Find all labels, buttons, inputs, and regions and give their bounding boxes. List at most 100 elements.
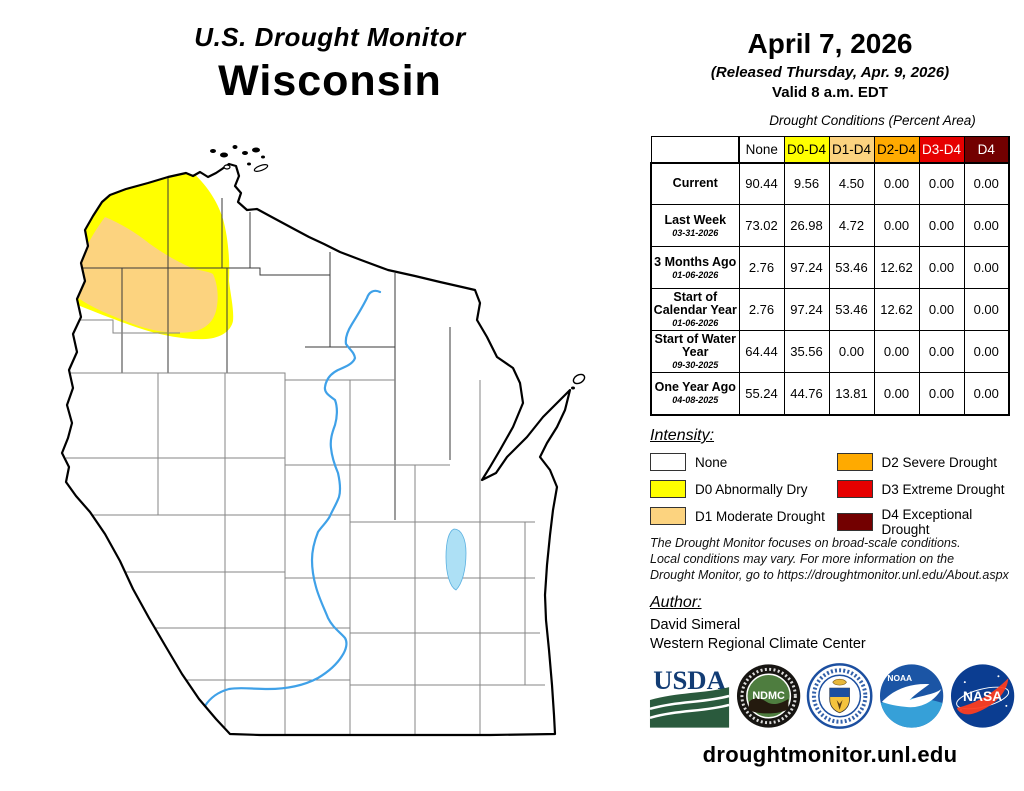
value-cell: 55.24: [738, 372, 785, 416]
value-cell: 53.46: [828, 288, 875, 331]
date-block: April 7, 2026 (Released Thursday, Apr. 9…: [650, 28, 1010, 101]
ndmc-mountains: [748, 698, 789, 714]
nasa-text: NASA: [963, 688, 1002, 704]
value-cell: 53.46: [828, 246, 875, 289]
column-header-d4: D4: [963, 136, 1010, 163]
value-cell: 4.50: [828, 161, 875, 205]
table-row-current: Current 90.44 9.56 4.50 0.00 0.00 0.00: [650, 161, 1010, 205]
usda-text: USDA: [653, 665, 726, 695]
column-header-d0d4: D0-D4: [783, 136, 830, 163]
row-label: One Year Ago 04-08-2025: [650, 372, 740, 416]
value-cell: 44.76: [783, 372, 830, 416]
seal-eagle: [832, 678, 848, 686]
drought-conditions-table: None D0-D4 D1-D4 D2-D4 D3-D4 D4 Current …: [650, 136, 1010, 416]
column-header-none: None: [738, 136, 785, 163]
value-cell: 13.81: [828, 372, 875, 416]
value-cell: 0.00: [918, 288, 965, 331]
value-cell: 0.00: [873, 372, 920, 416]
legend-item-d0: D0 Abnormally Dry: [650, 480, 837, 498]
column-header-d1d4: D1-D4: [828, 136, 875, 163]
legend-swatch-d0: [650, 480, 686, 498]
wisconsin-map-svg: [60, 145, 586, 737]
legend-item-d4: D4 Exceptional Drought: [836, 507, 1016, 537]
value-cell: 0.00: [963, 246, 1010, 289]
report-supertitle: U.S. Drought Monitor: [194, 22, 466, 52]
value-cell: 0.00: [828, 330, 875, 373]
value-cell: 97.24: [783, 246, 830, 289]
intensity-legend: Intensity: None D0 Abnormally Dry D1 Mod…: [650, 427, 1015, 537]
legend-item-d3: D3 Extreme Drought: [836, 480, 1016, 498]
value-cell: 0.00: [963, 161, 1010, 205]
legend-item-d2: D2 Severe Drought: [836, 453, 1016, 471]
value-cell: 0.00: [918, 330, 965, 373]
value-cell: 0.00: [918, 204, 965, 247]
disclaimer-line-1: The Drought Monitor focuses on broad-sca…: [650, 536, 961, 550]
row-label: Start of Calendar Year 01-06-2026: [650, 288, 740, 331]
legend-swatch-d1: [650, 507, 686, 525]
legend-swatch-d3: [836, 480, 873, 498]
table-row-start-calendar-year: Start of Calendar Year 01-06-2026 2.76 9…: [650, 288, 1010, 331]
value-cell: 0.00: [873, 330, 920, 373]
legend-swatch-d4: [836, 513, 873, 531]
table-corner-cell: [650, 136, 740, 163]
value-cell: 64.44: [738, 330, 785, 373]
disclaimer-line-3: Drought Monitor, go to https://droughtmo…: [650, 568, 1009, 582]
value-cell: 0.00: [873, 161, 920, 205]
valid-line: Valid 8 a.m. EDT: [772, 84, 888, 101]
legend-swatch-none: [650, 453, 686, 471]
column-header-d2d4: D2-D4: [873, 136, 920, 163]
author-org: Western Regional Climate Center: [650, 636, 866, 652]
report-date: April 7, 2026: [747, 28, 913, 59]
ndmc-text: NDMC: [752, 690, 785, 702]
value-cell: 0.00: [963, 372, 1010, 416]
value-cell: 2.76: [738, 246, 785, 289]
value-cell: 9.56: [783, 161, 830, 205]
released-line: (Released Thursday, Apr. 9, 2026): [710, 64, 950, 81]
noaa-gull: [881, 684, 941, 708]
legend-heading: Intensity:: [650, 427, 715, 444]
table-row-start-water-year: Start of Water Year 09-30-2025 64.44 35.…: [650, 330, 1010, 373]
author-name: David Simeral: [650, 617, 741, 633]
county-lines-south: [62, 319, 545, 735]
table-row-last-week: Last Week 03-31-2026 73.02 26.98 4.72 0.…: [650, 204, 1010, 247]
value-cell: 12.62: [873, 288, 920, 331]
value-cell: 97.24: [783, 288, 830, 331]
table-caption: Drought Conditions (Percent Area): [769, 113, 976, 128]
legend-swatch-d2: [836, 453, 873, 471]
author-block: Author: David Simeral Western Regional C…: [650, 594, 866, 654]
wisconsin-river: [198, 289, 382, 717]
commerce-seal-logo: [807, 663, 873, 729]
page-title: Wisconsin: [218, 57, 442, 105]
disclaimer-line-2: Local conditions may vary. For more info…: [650, 552, 955, 566]
value-cell: 73.02: [738, 204, 785, 247]
value-cell: 35.56: [783, 330, 830, 373]
disclaimer-text: The Drought Monitor focuses on broad-sca…: [650, 535, 1020, 583]
footer-url: droughtmonitor.unl.edu: [702, 742, 958, 767]
usda-field-shape: [649, 687, 730, 728]
value-cell: 4.72: [828, 204, 875, 247]
legend-item-d1: D1 Moderate Drought: [650, 507, 837, 525]
value-cell: 0.00: [963, 288, 1010, 331]
title-block: U.S. Drought Monitor Wisconsin: [30, 22, 630, 106]
apostle-islands: [210, 145, 269, 172]
legend-item-none: None: [650, 453, 837, 471]
usda-logo: USDA: [648, 662, 732, 730]
state-outline: [60, 162, 572, 737]
row-label: 3 Months Ago 01-06-2026: [650, 246, 740, 289]
lake-winnebago: [445, 528, 467, 591]
ndmc-logo: NDMC: [737, 664, 801, 728]
noaa-text: NOAA: [887, 673, 912, 683]
author-heading: Author:: [650, 594, 702, 611]
noaa-logo: NOAA: [879, 664, 943, 728]
wisconsin-map: [30, 140, 630, 791]
value-cell: 0.00: [963, 204, 1010, 247]
value-cell: 0.00: [963, 330, 1010, 373]
county-lines-north: [70, 170, 451, 520]
washington-island: [571, 373, 586, 390]
value-cell: 90.44: [738, 161, 785, 205]
row-label: Start of Water Year 09-30-2025: [650, 330, 740, 373]
nasa-swoosh: [956, 678, 1009, 715]
value-cell: 0.00: [918, 246, 965, 289]
column-header-d3d4: D3-D4: [918, 136, 965, 163]
